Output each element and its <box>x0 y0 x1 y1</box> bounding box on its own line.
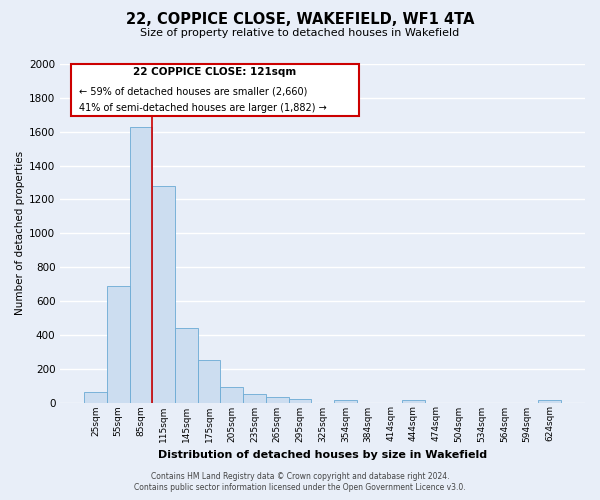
Text: Contains HM Land Registry data © Crown copyright and database right 2024.
Contai: Contains HM Land Registry data © Crown c… <box>134 472 466 492</box>
Bar <box>107 286 130 403</box>
FancyBboxPatch shape <box>71 64 359 116</box>
Text: 41% of semi-detached houses are larger (1,882) →: 41% of semi-detached houses are larger (… <box>79 103 326 113</box>
Bar <box>289 399 311 402</box>
Bar <box>266 398 289 402</box>
Text: ← 59% of detached houses are smaller (2,660): ← 59% of detached houses are smaller (2,… <box>79 86 307 96</box>
Y-axis label: Number of detached properties: Number of detached properties <box>15 151 25 316</box>
Bar <box>84 392 107 402</box>
Bar <box>220 388 243 402</box>
Bar <box>334 400 357 402</box>
Bar <box>198 360 220 403</box>
Text: 22, COPPICE CLOSE, WAKEFIELD, WF1 4TA: 22, COPPICE CLOSE, WAKEFIELD, WF1 4TA <box>126 12 474 28</box>
X-axis label: Distribution of detached houses by size in Wakefield: Distribution of detached houses by size … <box>158 450 487 460</box>
Bar <box>130 126 152 402</box>
Bar <box>152 186 175 402</box>
Bar <box>243 394 266 402</box>
Bar <box>402 400 425 402</box>
Bar <box>538 400 561 402</box>
Text: 22 COPPICE CLOSE: 121sqm: 22 COPPICE CLOSE: 121sqm <box>133 68 296 78</box>
Bar <box>175 328 198 402</box>
Text: Size of property relative to detached houses in Wakefield: Size of property relative to detached ho… <box>140 28 460 38</box>
